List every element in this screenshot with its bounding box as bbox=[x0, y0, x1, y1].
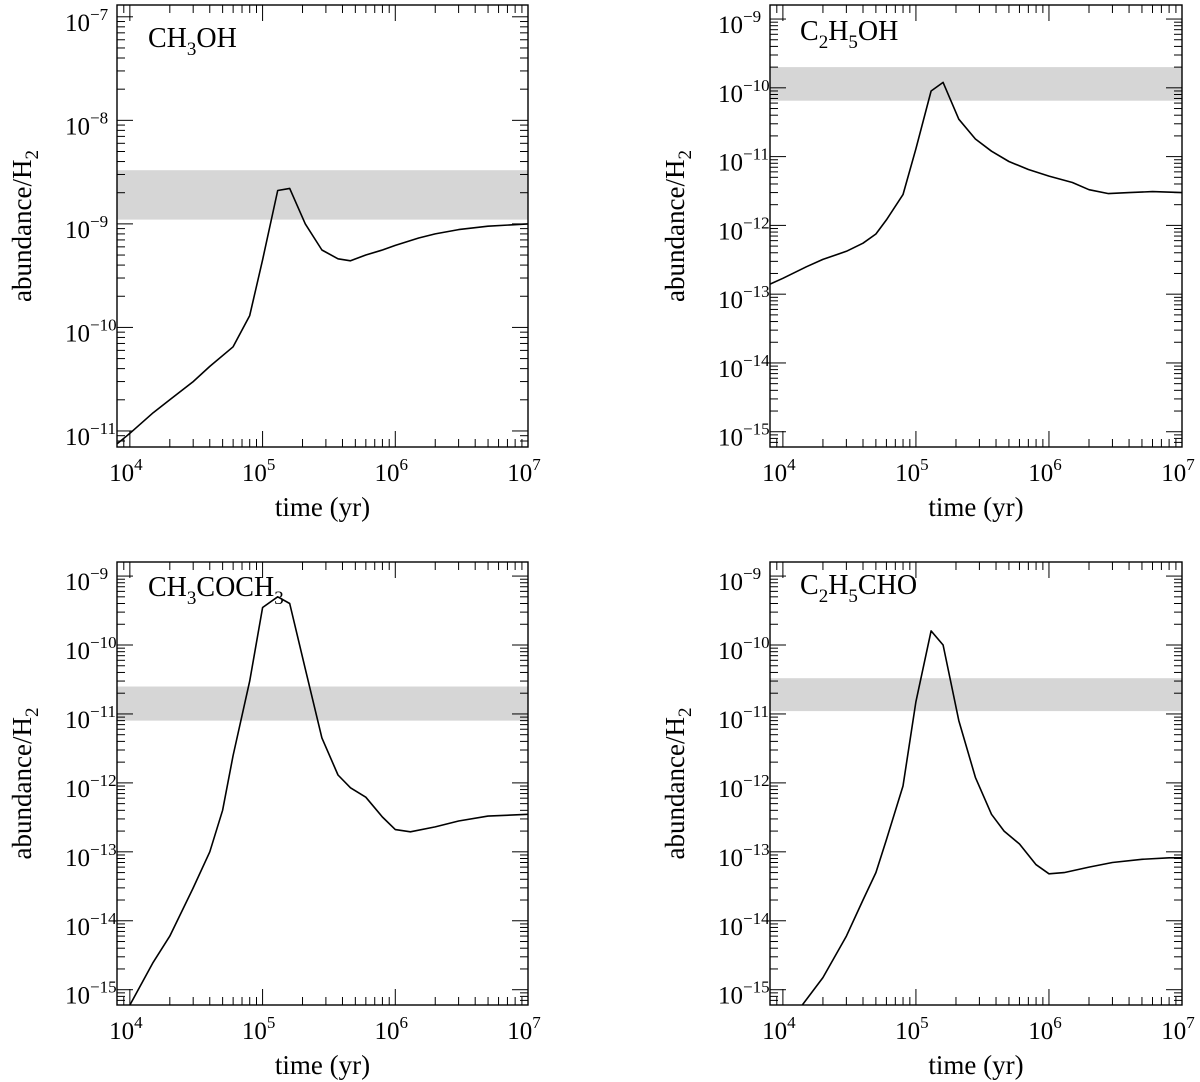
x-tick-label: 106 bbox=[375, 1013, 409, 1045]
observed-abundance-band bbox=[117, 686, 528, 721]
y-tick-label: 10−15 bbox=[65, 978, 117, 1010]
y-tick-label: 10−15 bbox=[718, 978, 770, 1010]
y-tick-label: 10−14 bbox=[65, 909, 117, 941]
y-tick-label: 10−11 bbox=[65, 419, 116, 451]
species-label: CH3OH bbox=[148, 23, 237, 60]
y-tick-label: 10−10 bbox=[718, 633, 770, 665]
model-abundance-line bbox=[129, 595, 528, 1005]
y-tick-label: 10−12 bbox=[65, 771, 117, 803]
model-abundance-line bbox=[801, 630, 1182, 1005]
x-tick-label: 107 bbox=[507, 1013, 541, 1045]
species-label: CH3COCH3 bbox=[148, 572, 284, 609]
y-tick-label: 10−7 bbox=[65, 5, 109, 37]
plot-frame bbox=[116, 4, 529, 448]
y-tick-label: 10−14 bbox=[718, 909, 770, 941]
panel-3: 104 105 106 107 10−15 10−14 10−13 10−12 10−11 10−… bbox=[7, 561, 541, 1080]
y-axis-title: abundance/H2 bbox=[660, 708, 696, 860]
x-tick-label: 107 bbox=[1161, 1013, 1195, 1045]
y-tick-label: 10−10 bbox=[718, 76, 770, 108]
y-tick-label: 10−8 bbox=[65, 108, 108, 140]
model-abundance-line bbox=[117, 187, 528, 445]
y-tick-label: 10−11 bbox=[718, 145, 769, 177]
panel-2: 104 105 106 107 10−15 10−14 10−13 10−12 10−11 10−… bbox=[660, 4, 1195, 522]
y-tick-label: 10−13 bbox=[718, 282, 770, 314]
x-tick-label: 104 bbox=[109, 455, 143, 487]
observed-abundance-band bbox=[770, 678, 1182, 712]
panel-4: 104 105 106 107 10−15 10−14 10−13 10−12 10−11 10−… bbox=[660, 561, 1195, 1080]
x-axis-title: time (yr) bbox=[928, 492, 1023, 522]
observed-abundance-band bbox=[770, 67, 1182, 101]
panel-1: 104 105 106 107 10−11 10−10 10−9 10−8 10−7 CH3OH t… bbox=[7, 4, 541, 522]
y-tick-label: 10−13 bbox=[718, 840, 770, 872]
x-tick-label: 105 bbox=[242, 1013, 276, 1045]
y-tick-label: 10−11 bbox=[65, 702, 116, 734]
y-axis-title: abundance/H2 bbox=[7, 150, 43, 302]
y-tick-label: 10−13 bbox=[65, 840, 117, 872]
y-tick-label: 10−12 bbox=[718, 213, 770, 245]
y-tick-label: 10−15 bbox=[718, 420, 770, 452]
y-axis-title: abundance/H2 bbox=[7, 708, 43, 860]
x-tick-label: 105 bbox=[242, 455, 276, 487]
y-axis-title: abundance/H2 bbox=[660, 150, 696, 302]
x-tick-label: 104 bbox=[762, 1013, 796, 1045]
x-tick-label: 106 bbox=[375, 455, 409, 487]
y-tick-label: 10−9 bbox=[718, 564, 761, 596]
observed-abundance-band bbox=[117, 170, 528, 220]
x-axis-title: time (yr) bbox=[275, 492, 370, 522]
x-tick-label: 107 bbox=[507, 455, 541, 487]
y-tick-label: 10−11 bbox=[718, 702, 769, 734]
y-tick-label: 10−12 bbox=[718, 771, 770, 803]
plot-frame bbox=[769, 561, 1183, 1006]
x-tick-label: 105 bbox=[895, 455, 929, 487]
plot-frame bbox=[116, 561, 529, 1006]
plot-frame bbox=[769, 4, 1183, 448]
species-label: C2H5CHO bbox=[800, 570, 917, 607]
x-axis-title: time (yr) bbox=[928, 1050, 1023, 1080]
y-tick-label: 10−9 bbox=[65, 212, 108, 244]
x-tick-label: 106 bbox=[1028, 1013, 1062, 1045]
y-tick-label: 10−9 bbox=[718, 7, 761, 39]
model-abundance-line bbox=[770, 81, 1182, 285]
y-tick-label: 10−14 bbox=[718, 351, 770, 383]
y-tick-label: 10−9 bbox=[65, 564, 108, 596]
x-tick-label: 104 bbox=[109, 1013, 143, 1045]
x-axis-title: time (yr) bbox=[275, 1050, 370, 1080]
x-tick-label: 107 bbox=[1161, 455, 1195, 487]
x-tick-label: 105 bbox=[895, 1013, 929, 1045]
species-label: C2H5OH bbox=[800, 16, 898, 53]
x-tick-label: 104 bbox=[762, 455, 796, 487]
y-tick-label: 10−10 bbox=[65, 633, 117, 665]
x-tick-label: 106 bbox=[1028, 455, 1062, 487]
y-tick-label: 10−10 bbox=[65, 315, 117, 347]
